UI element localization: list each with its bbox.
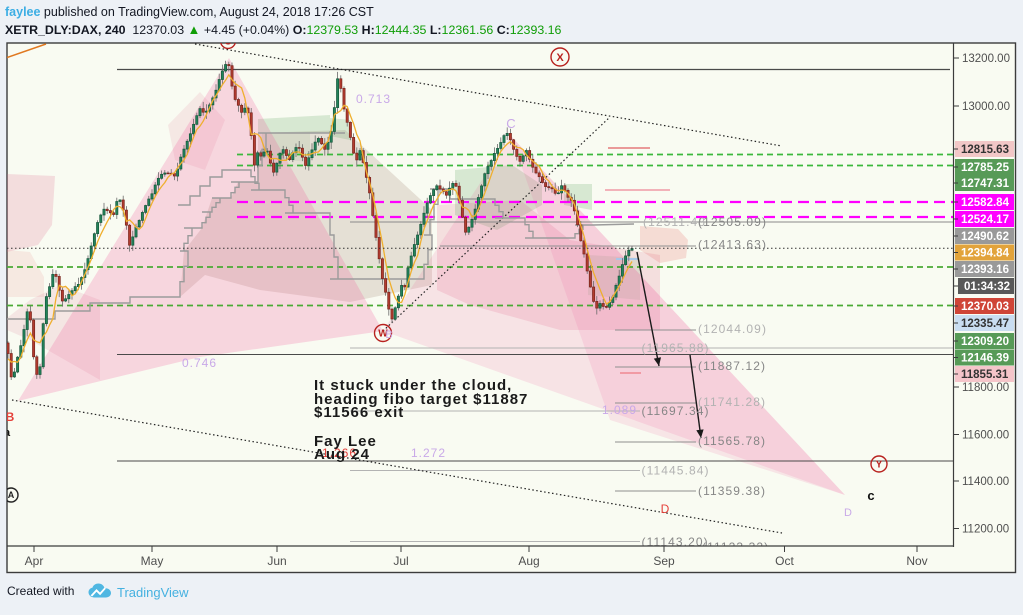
svg-text:1.272: 1.272 (411, 446, 446, 460)
svg-text:Aug 24: Aug 24 (314, 446, 370, 463)
svg-text:B: B (385, 329, 392, 341)
svg-text:1.089: 1.089 (602, 403, 637, 417)
svg-text:(11445.84): (11445.84) (642, 464, 710, 478)
svg-text:May: May (141, 554, 164, 568)
svg-text:c: c (867, 488, 874, 503)
svg-text:(11143.20): (11143.20) (642, 535, 709, 549)
svg-text:11400.00: 11400.00 (962, 476, 1009, 488)
svg-text:01:34:32: 01:34:32 (964, 281, 1010, 293)
svg-text:12370.03: 12370.03 (961, 301, 1009, 313)
svg-text:D: D (844, 507, 852, 519)
svg-text:(11123.32): (11123.32) (702, 540, 769, 554)
svg-text:(11741.28): (11741.28) (698, 395, 766, 409)
svg-text:0.713: 0.713 (356, 92, 391, 106)
svg-text:D: D (661, 502, 670, 516)
svg-text:12490.62: 12490.62 (961, 231, 1009, 243)
svg-text:A: A (8, 490, 15, 500)
svg-text:Nov: Nov (906, 554, 927, 568)
svg-text:12309.20: 12309.20 (961, 336, 1009, 348)
svg-text:0.746: 0.746 (182, 356, 217, 370)
svg-text:(11965.88): (11965.88) (642, 341, 710, 355)
svg-text:11800.00: 11800.00 (962, 382, 1009, 394)
svg-text:12747.31: 12747.31 (961, 178, 1010, 190)
svg-text:12785.25: 12785.25 (961, 162, 1010, 174)
svg-text:Fay Lee: Fay Lee (314, 433, 377, 450)
svg-text:11600.00: 11600.00 (962, 430, 1009, 442)
svg-text:11855.31: 11855.31 (961, 369, 1009, 381)
svg-text:C: C (506, 116, 515, 131)
svg-text:12524.17: 12524.17 (961, 214, 1009, 226)
svg-text:a: a (4, 427, 11, 439)
svg-text:12335.47: 12335.47 (961, 318, 1009, 330)
svg-text:12146.39: 12146.39 (961, 353, 1009, 365)
svg-text:Oct: Oct (775, 554, 794, 568)
svg-text:(12505.09): (12505.09) (698, 215, 767, 229)
svg-text:Y: Y (876, 460, 883, 471)
svg-text:13000.00: 13000.00 (962, 101, 1010, 113)
svg-text:(11565.78): (11565.78) (698, 434, 766, 448)
svg-text:1.266: 1.266 (322, 446, 357, 460)
svg-text:Jul: Jul (393, 554, 408, 568)
svg-text:Sep: Sep (653, 554, 675, 568)
svg-text:C: C (224, 37, 231, 48)
svg-text:(12511.48: (12511.48 (643, 215, 706, 229)
svg-text:12582.84: 12582.84 (961, 197, 1010, 209)
svg-text:12393.16: 12393.16 (961, 264, 1009, 276)
svg-text:11200.00: 11200.00 (962, 524, 1009, 536)
svg-text:(11887.12): (11887.12) (698, 359, 766, 373)
svg-text:(12413.63): (12413.63) (698, 238, 767, 252)
svg-text:X: X (556, 52, 564, 64)
svg-text:W: W (378, 329, 388, 340)
svg-text:(11697.34): (11697.34) (642, 404, 710, 418)
svg-text:(11359.38): (11359.38) (698, 484, 766, 498)
svg-text:heading fibo target $11887: heading fibo target $11887 (314, 391, 528, 408)
svg-text:It stuck under the cloud,: It stuck under the cloud, (314, 377, 512, 394)
svg-text:$11566 exit: $11566 exit (314, 404, 404, 421)
svg-text:12815.63: 12815.63 (961, 144, 1009, 156)
svg-text:(12044.09): (12044.09) (698, 322, 767, 336)
svg-text:13200.00: 13200.00 (962, 53, 1010, 65)
svg-text:Aug: Aug (518, 554, 539, 568)
svg-text:12394.84: 12394.84 (961, 248, 1010, 260)
svg-text:B: B (6, 410, 15, 424)
svg-text:Jun: Jun (267, 554, 286, 568)
svg-text:Apr: Apr (25, 554, 44, 568)
